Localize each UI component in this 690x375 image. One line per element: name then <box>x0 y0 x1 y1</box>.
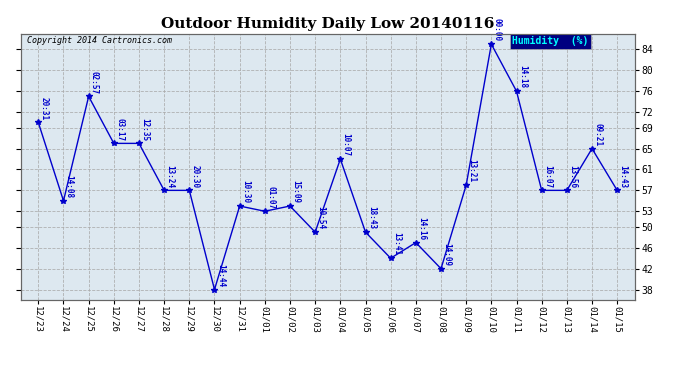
Text: 02:57: 02:57 <box>90 70 99 94</box>
Text: 10:07: 10:07 <box>342 133 351 156</box>
Text: 18:43: 18:43 <box>367 206 376 230</box>
Text: 13:21: 13:21 <box>467 159 476 183</box>
Text: 13:41: 13:41 <box>392 232 401 256</box>
Text: 14:43: 14:43 <box>618 165 627 188</box>
Text: 03:17: 03:17 <box>115 118 124 141</box>
Title: Outdoor Humidity Daily Low 20140116: Outdoor Humidity Daily Low 20140116 <box>161 17 495 31</box>
Text: Humidity  (%): Humidity (%) <box>512 36 589 46</box>
Text: 14:18: 14:18 <box>518 66 526 88</box>
Text: 20:30: 20:30 <box>190 165 199 188</box>
Text: 09:21: 09:21 <box>593 123 602 146</box>
Text: 14:08: 14:08 <box>65 175 74 198</box>
Text: 20:31: 20:31 <box>39 97 48 120</box>
Text: 10:30: 10:30 <box>241 180 250 203</box>
Text: 13:56: 13:56 <box>568 165 577 188</box>
Text: 00:00: 00:00 <box>493 18 502 42</box>
Text: 12:35: 12:35 <box>140 118 149 141</box>
Text: 01:07: 01:07 <box>266 186 275 209</box>
Text: Copyright 2014 Cartronics.com: Copyright 2014 Cartronics.com <box>27 36 172 45</box>
Text: 16:07: 16:07 <box>543 165 552 188</box>
Text: 14:09: 14:09 <box>442 243 451 266</box>
Text: 14:16: 14:16 <box>417 217 426 240</box>
Text: 10:54: 10:54 <box>317 206 326 230</box>
Text: 14:44: 14:44 <box>216 264 225 287</box>
Text: 13:24: 13:24 <box>166 165 175 188</box>
Text: 15:09: 15:09 <box>291 180 300 203</box>
